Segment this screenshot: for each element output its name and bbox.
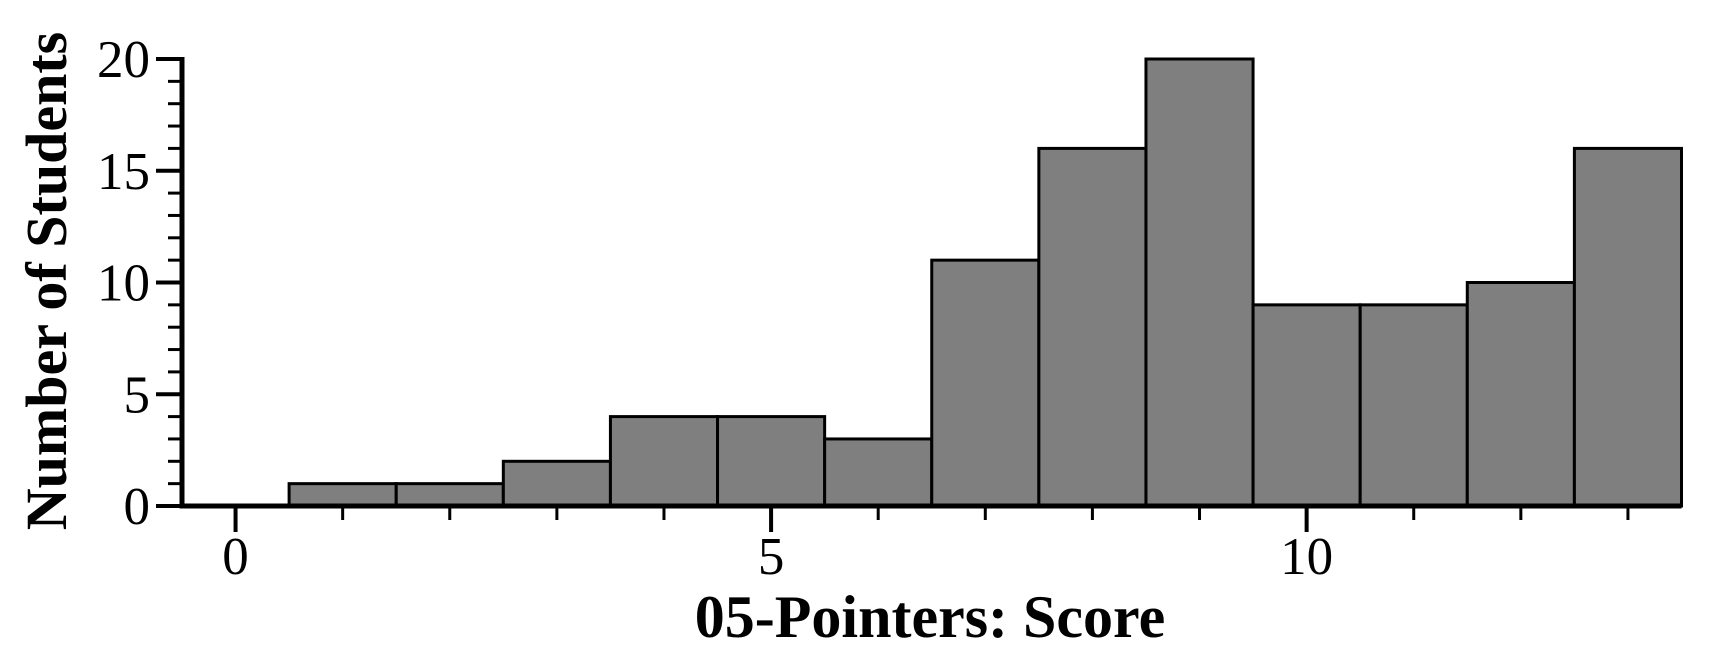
histogram-bar-4 [608,415,720,508]
histogram-bar-13 [1572,146,1683,508]
histogram-bar-7 [930,258,1041,508]
histogram-bar-2 [394,482,505,508]
y-tick-label-5: 5 [124,366,151,424]
histogram-bar-12 [1465,281,1576,508]
y-tick-label-0: 0 [124,478,151,536]
y-axis-title: Number of Students [14,31,79,531]
y-tick-label-20: 20 [97,31,150,89]
histogram-bar-8 [1037,146,1148,508]
histogram-bar-11 [1358,303,1469,508]
histogram-bar-9 [1144,57,1255,508]
x-axis-title: 05-Pointers: Score [694,584,1166,650]
histogram-bar-3 [501,459,612,508]
histogram-bar-1 [287,482,398,508]
x-tick-label-10: 10 [1280,528,1333,586]
x-tick-label-0: 0 [222,528,249,586]
histogram-bar-10 [1251,303,1362,508]
y-tick-label-15: 15 [97,143,150,201]
histogram-bar-5 [716,415,827,508]
x-tick-label-5: 5 [758,528,785,586]
y-tick-label-10: 10 [97,255,150,313]
histogram-bar-6 [823,437,934,508]
